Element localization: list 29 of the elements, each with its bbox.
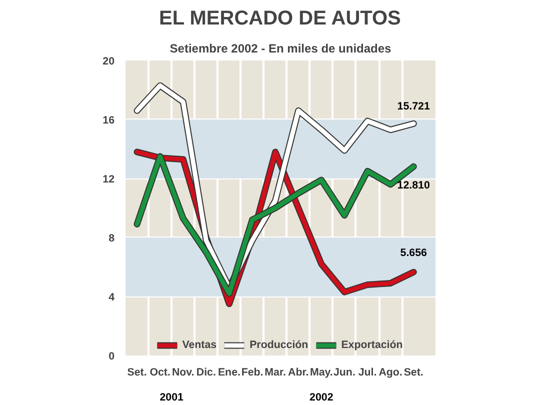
data-label: 15.721 <box>397 100 430 113</box>
x-tick-label: Abr. <box>288 366 309 378</box>
y-tick-label: 8 <box>108 232 115 244</box>
x-tick-label: May. <box>310 366 333 378</box>
x-tick-label: Ene. <box>218 366 241 378</box>
data-label: 12.810 <box>397 180 430 192</box>
x-tick-label: Nov. <box>172 366 194 378</box>
y-tick-label: 20 <box>102 56 115 68</box>
x-tick-label: Mar. <box>264 366 286 378</box>
text: 2002 <box>310 392 334 404</box>
data-label: 5.656 <box>400 247 428 260</box>
x-tick-label: Ago. <box>378 366 402 378</box>
x-tick-label: Set. <box>404 366 424 378</box>
legend-label: Exportación <box>341 339 403 351</box>
chart-subtitle: Setiembre 2002 - En miles de unidades <box>170 42 392 56</box>
x-tick-label: Jun. <box>334 366 356 378</box>
legend-label: Producción <box>250 339 308 351</box>
x-tick-label: Jul. <box>358 366 377 378</box>
y-tick-label: 16 <box>102 114 115 126</box>
chart-title: EL MERCADO DE AUTOS <box>159 8 401 30</box>
y-tick-label: 12 <box>102 174 115 186</box>
y-tick-label: 0 <box>108 350 115 362</box>
y-tick-label: 4 <box>108 292 115 304</box>
x-tick-label: Dic. <box>196 366 216 378</box>
x-tick-label: Oct. <box>150 366 170 378</box>
legend-label: Ventas <box>182 339 217 351</box>
x-tick-label: Set. <box>127 366 147 378</box>
text: 2001 <box>160 392 184 404</box>
x-tick-label: Feb. <box>241 366 264 378</box>
